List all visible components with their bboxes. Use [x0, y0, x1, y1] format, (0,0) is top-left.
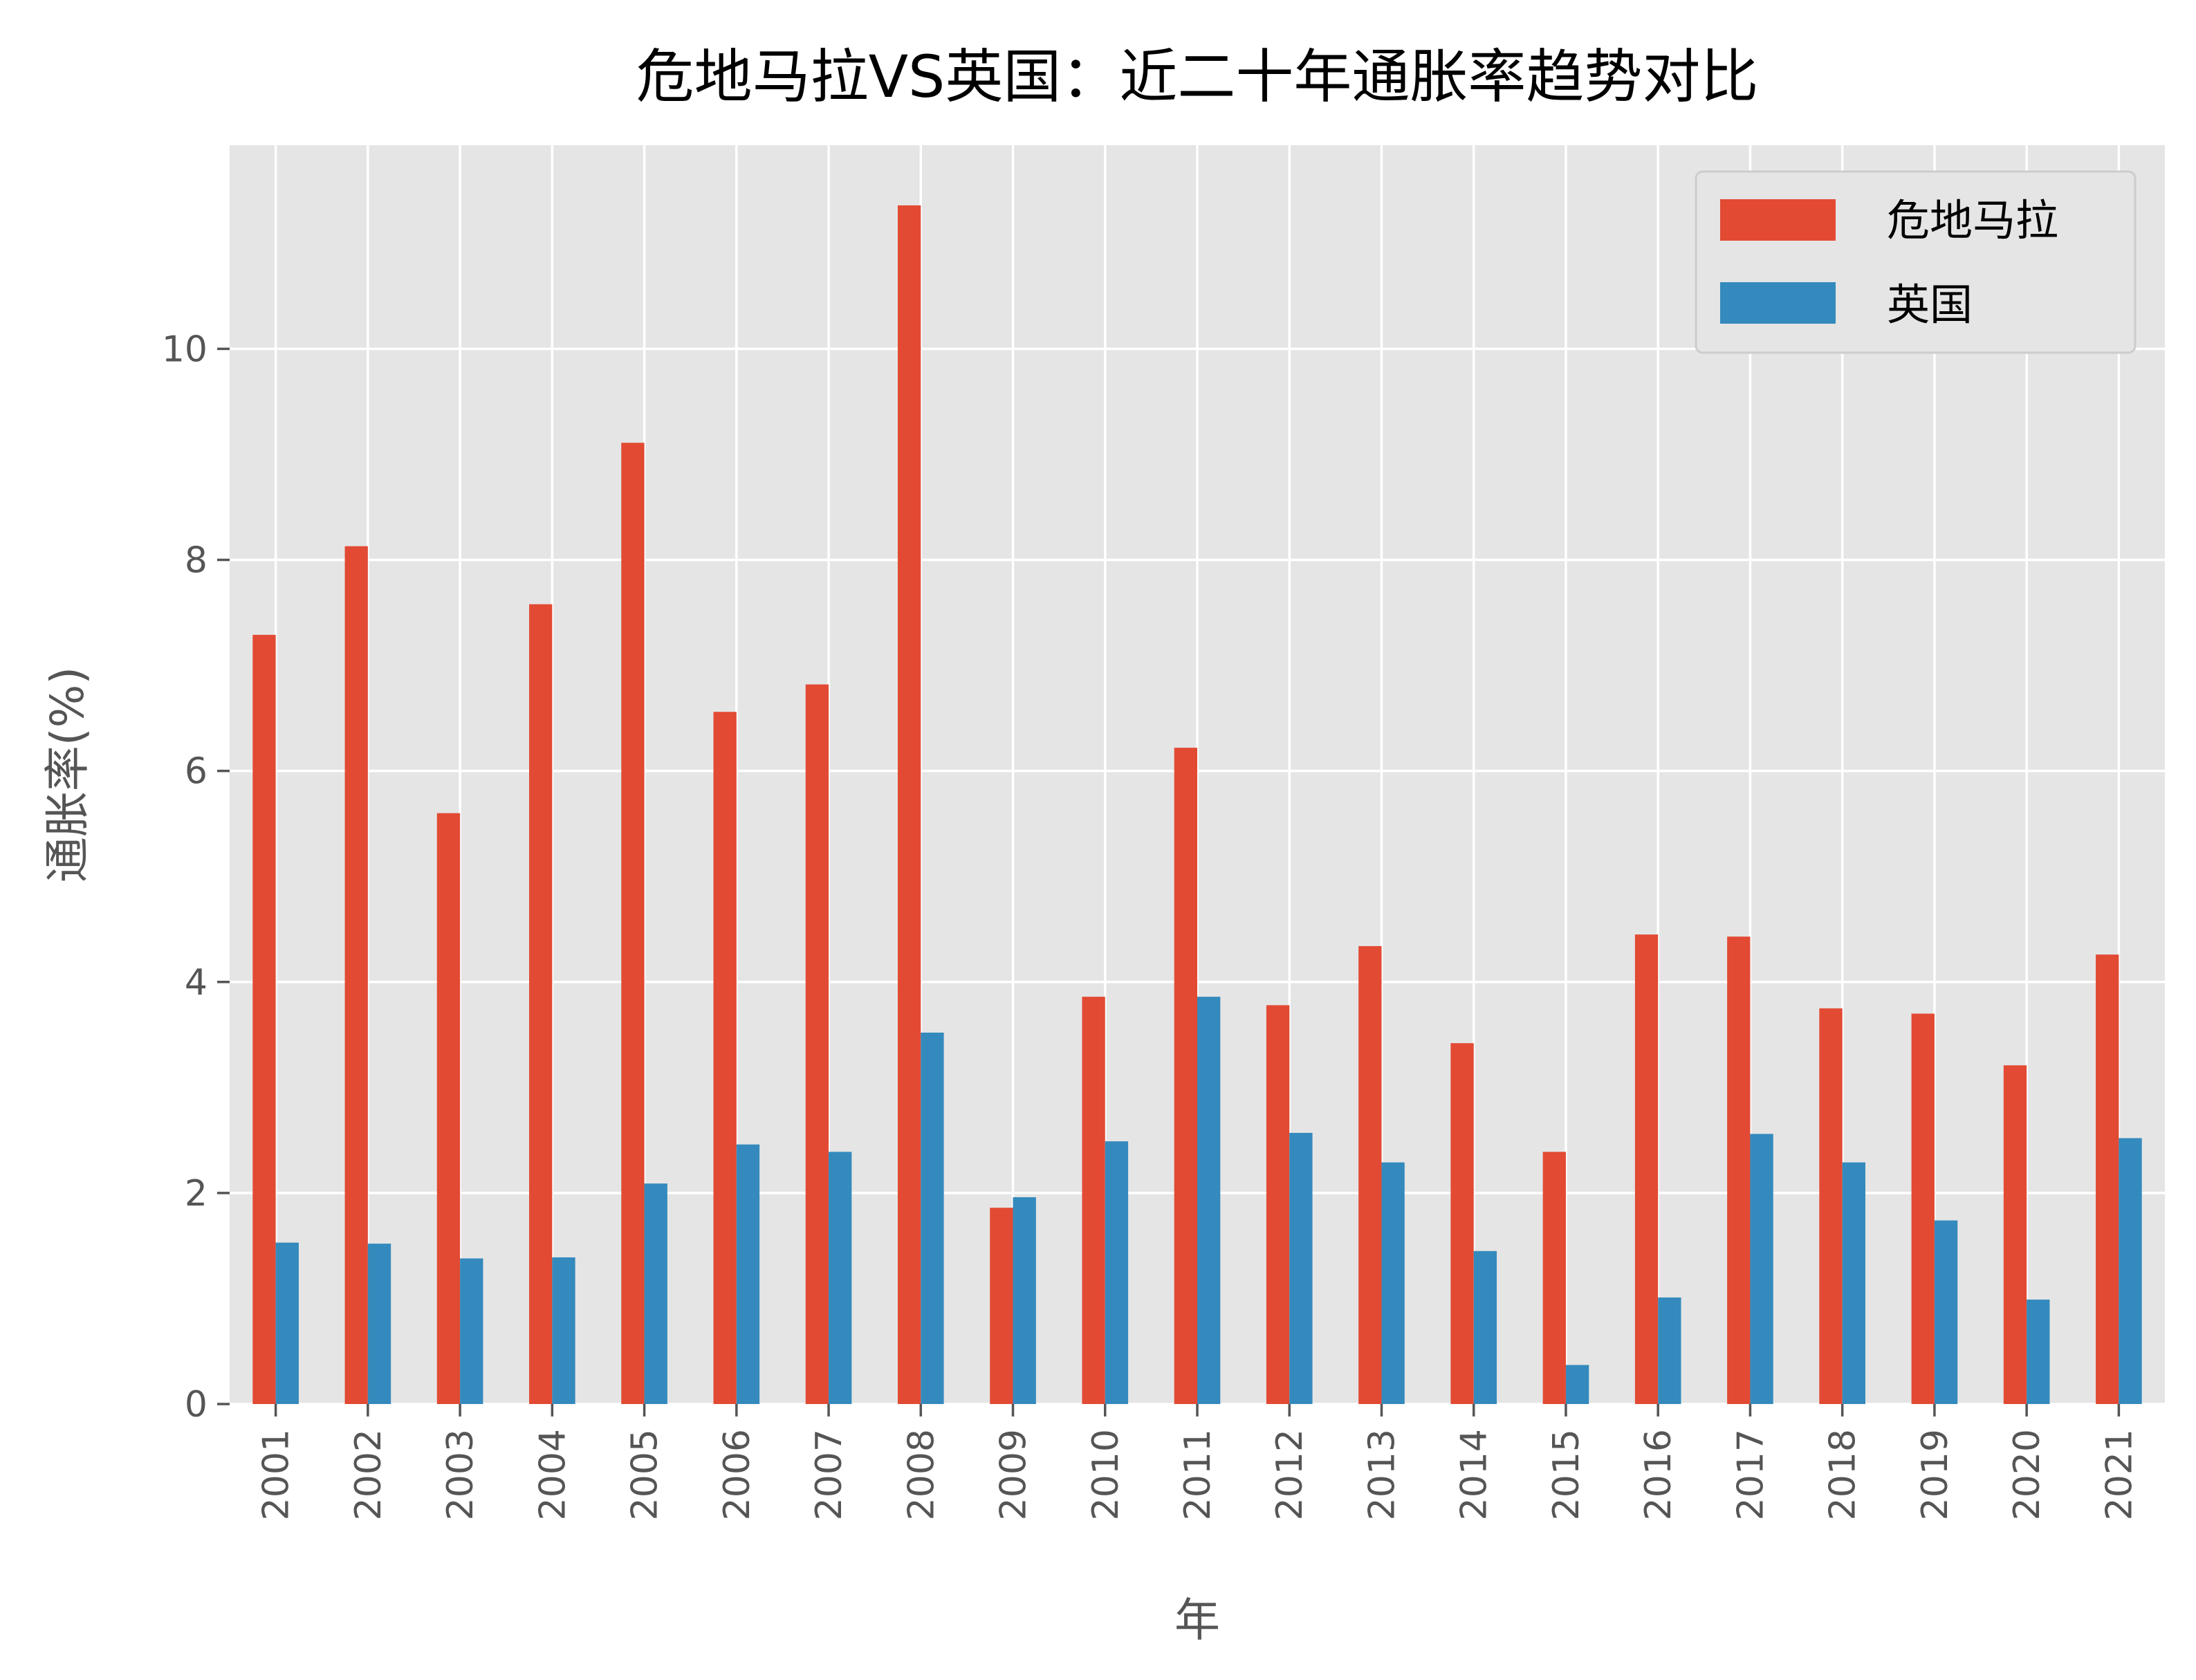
- bar-guatemala-2005: [621, 443, 645, 1405]
- x-tick-label: 2005: [625, 1429, 666, 1520]
- bar-uk-2021: [2119, 1138, 2142, 1404]
- bar-guatemala-2001: [252, 634, 276, 1404]
- bar-uk-2016: [1658, 1297, 1681, 1404]
- legend-swatch-guatemala: [1720, 199, 1836, 241]
- x-tick-label: 2012: [1269, 1429, 1311, 1520]
- x-tick-label: 2014: [1454, 1429, 1495, 1520]
- bar-uk-2005: [644, 1183, 667, 1404]
- bar-guatemala-2018: [1819, 1008, 1843, 1404]
- bar-guatemala-2020: [2003, 1065, 2027, 1404]
- x-tick-label: 2009: [993, 1429, 1035, 1520]
- x-tick-label: 2021: [2098, 1429, 2140, 1520]
- bar-uk-2001: [275, 1242, 299, 1404]
- x-axis: 2001 2002 2003 2004 2005 2006 2007 2008 2009 2010…: [256, 1404, 2140, 1520]
- bar-guatemala-2006: [713, 712, 737, 1404]
- bar-guatemala-2011: [1174, 748, 1197, 1404]
- x-tick-label: 2016: [1638, 1429, 1679, 1520]
- bars: [252, 205, 2142, 1405]
- bar-uk-2020: [2027, 1299, 2050, 1404]
- y-tick-label: 6: [185, 751, 207, 793]
- bar-guatemala-2021: [2096, 954, 2119, 1404]
- x-tick-label: 2006: [717, 1429, 758, 1520]
- x-tick-label: 2020: [2006, 1429, 2048, 1520]
- bar-guatemala-2015: [1542, 1152, 1566, 1404]
- bar-guatemala-2013: [1358, 945, 1382, 1404]
- bar-uk-2013: [1381, 1162, 1405, 1404]
- bar-guatemala-2009: [990, 1208, 1013, 1404]
- y-axis-label: 通胀率(%): [41, 667, 94, 883]
- x-axis-label: 年: [1174, 1594, 1220, 1647]
- chart-title: 危地马拉VS英国：近二十年通胀率趋势对比: [636, 43, 1759, 111]
- bar-guatemala-2007: [805, 684, 829, 1404]
- bar-uk-2010: [1105, 1141, 1129, 1404]
- legend: 危地马拉 英国: [1695, 170, 2137, 354]
- x-tick-label: 2007: [809, 1429, 850, 1520]
- bar-uk-2011: [1197, 997, 1221, 1404]
- x-tick-label: 2004: [532, 1429, 573, 1520]
- x-tick-label: 2001: [256, 1429, 297, 1520]
- bar-uk-2014: [1473, 1250, 1497, 1404]
- legend-label-guatemala: 危地马拉: [1887, 195, 2058, 246]
- x-tick-label: 2015: [1546, 1429, 1587, 1520]
- x-tick-label: 2017: [1730, 1429, 1771, 1520]
- y-tick-label: 0: [185, 1384, 207, 1425]
- y-tick-label: 2: [185, 1173, 207, 1215]
- bar-guatemala-2010: [1082, 997, 1105, 1404]
- bar-guatemala-2004: [529, 604, 553, 1404]
- x-tick-label: 2013: [1361, 1429, 1403, 1520]
- bar-guatemala-2008: [897, 205, 921, 1404]
- bar-guatemala-2012: [1266, 1005, 1290, 1404]
- bar-uk-2015: [1565, 1365, 1589, 1404]
- bar-uk-2004: [552, 1257, 575, 1404]
- legend-label-uk: 英国: [1887, 279, 1973, 330]
- y-axis: 0 2 4 6 8 10: [162, 329, 230, 1425]
- y-tick-label: 8: [185, 540, 207, 582]
- bar-uk-2008: [921, 1033, 944, 1404]
- x-tick-label: 2011: [1177, 1429, 1219, 1520]
- x-tick-label: 2010: [1085, 1429, 1127, 1520]
- bar-uk-2006: [736, 1144, 760, 1404]
- x-tick-label: 2002: [348, 1429, 389, 1520]
- bar-uk-2019: [1934, 1220, 1958, 1404]
- x-tick-label: 2008: [901, 1429, 942, 1520]
- bar-uk-2002: [367, 1244, 391, 1404]
- bar-uk-2009: [1013, 1197, 1036, 1404]
- legend-swatch-uk: [1720, 282, 1836, 324]
- x-tick-label: 2019: [1914, 1429, 1956, 1520]
- x-tick-label: 2018: [1823, 1429, 1864, 1520]
- bar-uk-2012: [1289, 1132, 1313, 1404]
- bar-guatemala-2014: [1450, 1043, 1474, 1404]
- y-tick-label: 10: [162, 329, 207, 370]
- bar-uk-2007: [829, 1152, 852, 1404]
- bar-guatemala-2003: [436, 813, 461, 1404]
- bar-guatemala-2002: [344, 546, 368, 1404]
- bar-guatemala-2017: [1727, 936, 1751, 1404]
- bar-guatemala-2019: [1911, 1013, 1935, 1404]
- bar-uk-2018: [1842, 1162, 1865, 1404]
- bar-uk-2017: [1750, 1134, 1773, 1404]
- x-tick-label: 2003: [440, 1429, 481, 1520]
- bar-guatemala-2016: [1634, 934, 1659, 1404]
- y-tick-label: 4: [185, 962, 207, 1004]
- bar-uk-2003: [460, 1258, 483, 1404]
